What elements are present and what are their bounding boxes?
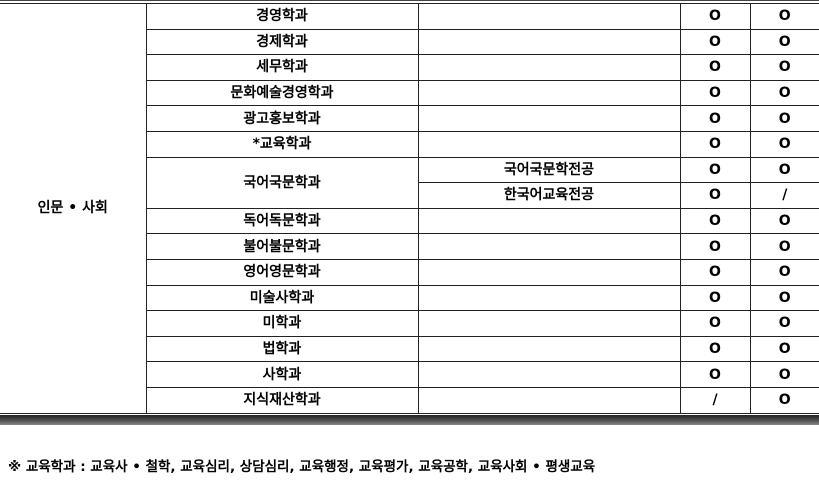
major-cell: 광고홍보학과: [146, 105, 419, 132]
mark-cell-b: O: [749, 284, 819, 312]
track-cell: 국어국문학전공: [417, 156, 681, 184]
major-cell: 지식재산학과: [146, 386, 419, 414]
table-row: 불어불문학과 O O: [0, 233, 819, 260]
mark-cell-a: O: [679, 310, 751, 337]
mark-cell-a: O: [679, 156, 751, 184]
mark-cell-a: O: [679, 79, 751, 107]
mark-cell-a: O: [679, 54, 751, 81]
mark-cell-b: O: [749, 386, 819, 414]
mark-cell-b: O: [749, 54, 819, 81]
table-row: 세무학과 O O: [0, 54, 819, 81]
category-cell: 인문 • 사회: [0, 4, 147, 414]
major-cell: 법학과: [146, 335, 419, 363]
table-row: 국어국문학과 국어국문학전공 O O: [0, 156, 819, 209]
mark-cell-a: O: [679, 105, 751, 132]
mark-cell-b: O: [749, 105, 819, 132]
mark-cell-a: O: [679, 130, 751, 158]
major-cell: 사학과: [146, 361, 419, 388]
major-cell: 미학과: [146, 310, 419, 337]
major-cell: 국어국문학과: [146, 156, 419, 209]
mark-cell-b: O: [749, 156, 819, 184]
track-cell: [417, 4, 681, 30]
track-cell: [417, 258, 681, 286]
mark-cell-b: O: [749, 207, 819, 235]
track-cell: [417, 361, 681, 388]
track-cell: [417, 105, 681, 132]
mark-cell-a: O: [679, 233, 751, 260]
mark-cell-b: O: [749, 335, 819, 363]
mark-cell-b: O: [749, 310, 819, 337]
track-cell: [417, 386, 681, 414]
major-cell: 경제학과: [146, 28, 419, 56]
track-cell: [417, 28, 681, 56]
track-cell: [417, 79, 681, 107]
table-row: 인문 • 사회 경영학과 O O: [0, 4, 819, 414]
table-row: 영어영문학과 O O: [0, 258, 819, 286]
table-row: 독어독문학과 O O: [0, 207, 819, 235]
mark-cell-a: /: [679, 386, 751, 414]
mark-cell-a: O: [679, 284, 751, 312]
major-cell: 독어독문학과: [146, 207, 419, 235]
top-border-inner: [0, 3, 819, 4]
track-cell: [417, 130, 681, 158]
table-row: *교육학과 O O: [0, 130, 819, 158]
table-row: 한국어교육전공 O /: [0, 182, 819, 209]
track-cell: [417, 284, 681, 312]
table-row: 지식재산학과 / O: [0, 386, 819, 414]
major-cell: 미술사학과: [146, 284, 419, 312]
mark-cell-a: O: [679, 361, 751, 388]
mark-cell-b: O: [749, 79, 819, 107]
mark-cell-a: O: [679, 28, 751, 56]
table-row: 광고홍보학과 O O: [0, 105, 819, 132]
major-cell: 문화예술경영학과: [146, 79, 419, 107]
mark-cell-a: O: [679, 182, 751, 209]
track-cell: [417, 233, 681, 260]
table-row: 미술사학과 O O: [0, 284, 819, 312]
majors-table: 인문 • 사회 경영학과 O O 경제학과 O O 세무학과 O O 문화예술경영학과 O O 광고홍보학…: [0, 4, 819, 414]
mark-cell-b: O: [749, 361, 819, 388]
track-cell: 한국어교육전공: [418, 182, 681, 209]
major-cell: 세무학과: [146, 54, 419, 81]
mark-cell-b: O: [749, 258, 819, 286]
mark-cell-b: O: [749, 130, 819, 158]
mark-cell-a: O: [679, 335, 751, 363]
footnote: ※ 교육학과 : 교육사 • 철학, 교육심리, 상담심리, 교육행정, 교육평…: [8, 459, 596, 475]
mark-cell-a: O: [679, 4, 751, 30]
top-border: [0, 0, 819, 1]
table-row: 법학과 O O: [0, 335, 819, 363]
major-cell: *교육학과: [146, 130, 419, 158]
mark-cell-b: O: [749, 4, 819, 30]
major-cell: 불어불문학과: [146, 233, 419, 260]
track-cell: [417, 335, 681, 363]
major-cell: 경영학과: [145, 4, 419, 30]
mark-cell-b: O: [749, 233, 819, 260]
mark-cell-a: O: [679, 258, 751, 286]
mark-cell-b: /: [749, 182, 819, 209]
mark-cell-a: O: [679, 207, 751, 235]
track-cell: [417, 207, 681, 235]
mark-cell-b: O: [749, 28, 819, 56]
major-cell: 영어영문학과: [146, 258, 419, 286]
track-cell: [417, 54, 681, 81]
track-cell: [417, 310, 681, 337]
table-bottom-bar: [0, 415, 819, 425]
